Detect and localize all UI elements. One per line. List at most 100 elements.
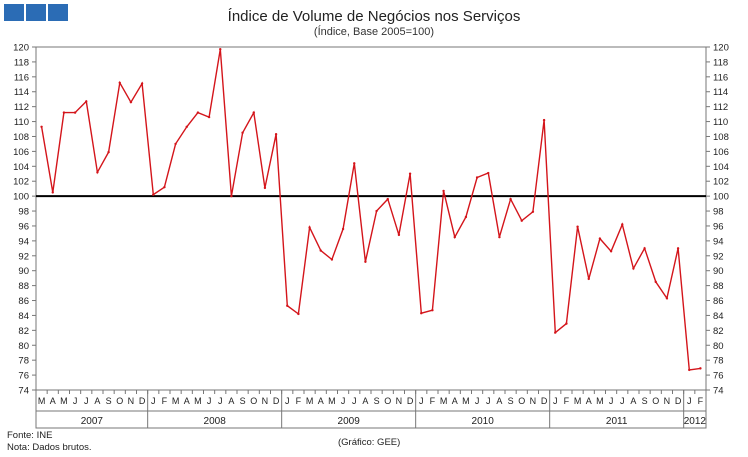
logo-square [4, 4, 24, 21]
data-point [453, 235, 456, 239]
data-point [464, 215, 468, 219]
y-tick-label-right: 92 [713, 251, 724, 262]
month-label: S [106, 396, 112, 406]
y-tick-label-left: 100 [13, 192, 29, 203]
y-tick-label-right: 120 [713, 43, 729, 54]
data-point [230, 194, 233, 198]
data-point [252, 111, 255, 114]
month-label: M [574, 396, 582, 406]
y-tick-label-right: 108 [713, 132, 729, 143]
month-label: J [218, 396, 223, 406]
data-point [509, 197, 512, 201]
month-label: J [207, 396, 212, 406]
year-label: 2012 [684, 416, 707, 427]
data-point [85, 100, 88, 103]
year-label: 2009 [338, 416, 361, 427]
y-tick-label-right: 76 [713, 371, 724, 382]
data-point [632, 267, 635, 270]
y-tick-label-left: 90 [18, 266, 29, 277]
month-label: S [240, 396, 246, 406]
y-tick-label-left: 120 [13, 43, 29, 54]
data-point [163, 185, 166, 189]
month-label: N [530, 396, 537, 406]
month-label: M [440, 396, 448, 406]
data-point [565, 322, 568, 325]
month-label: N [128, 396, 135, 406]
y-tick-label-right: 78 [713, 356, 724, 367]
month-label: J [486, 396, 491, 406]
month-label: F [698, 396, 704, 406]
month-label: S [508, 396, 514, 406]
year-label: 2007 [81, 416, 104, 427]
data-point [431, 309, 434, 312]
month-label: A [50, 396, 56, 406]
month-label: J [620, 396, 625, 406]
month-label: A [496, 396, 502, 406]
month-label: A [630, 396, 636, 406]
data-point [274, 133, 278, 136]
month-label: A [94, 396, 100, 406]
month-label: N [396, 396, 403, 406]
data-point [118, 81, 121, 84]
data-point [397, 233, 401, 237]
data-point [174, 142, 177, 146]
data-point [263, 186, 267, 190]
y-tick-label-right: 102 [713, 177, 729, 188]
month-label: M [596, 396, 604, 406]
data-point [420, 311, 423, 315]
data-point [297, 312, 300, 316]
month-label: J [341, 396, 346, 406]
month-label: O [116, 396, 123, 406]
month-label: O [250, 396, 257, 406]
data-point [598, 237, 602, 240]
data-point [319, 249, 322, 252]
chart-credit: (Gráfico: GEE) [338, 437, 401, 448]
data-point [308, 226, 311, 229]
data-point [699, 367, 702, 370]
data-point [51, 191, 54, 194]
y-tick-label-left: 78 [18, 356, 29, 367]
y-tick-label-right: 98 [713, 207, 724, 218]
year-label: 2008 [204, 416, 227, 427]
month-label: M [194, 396, 202, 406]
data-point [219, 48, 222, 51]
month-label: D [541, 396, 548, 406]
data-point [152, 193, 155, 196]
month-label: J [151, 396, 156, 406]
y-tick-label-left: 92 [18, 251, 29, 262]
data-point [665, 297, 669, 300]
data-point [576, 225, 579, 228]
data-point [330, 258, 334, 261]
data-point [129, 100, 133, 104]
y-tick-label-right: 116 [713, 72, 728, 83]
y-tick-label-left: 102 [13, 177, 29, 188]
y-tick-label-right: 94 [713, 236, 724, 247]
month-label: A [228, 396, 234, 406]
data-point [107, 150, 110, 154]
month-label: A [318, 396, 324, 406]
y-tick-label-left: 114 [14, 87, 29, 98]
month-label: D [675, 396, 682, 406]
month-label: J [352, 396, 357, 406]
month-label: F [162, 396, 168, 406]
data-point [531, 210, 535, 213]
data-point [408, 172, 412, 175]
data-point [96, 171, 99, 174]
data-point [286, 304, 289, 307]
y-tick-label-left: 84 [18, 311, 29, 322]
y-tick-label-right: 82 [713, 326, 724, 337]
month-label: M [38, 396, 46, 406]
y-tick-label-left: 74 [18, 386, 29, 397]
month-label: J [687, 396, 692, 406]
month-label: J [285, 396, 290, 406]
y-tick-label-left: 88 [18, 281, 29, 292]
y-tick-label-left: 94 [18, 236, 29, 247]
data-point [40, 125, 43, 128]
month-label: J [475, 396, 480, 406]
data-point [587, 277, 590, 281]
y-tick-label-right: 114 [713, 87, 728, 98]
series-line [40, 49, 701, 371]
data-point [654, 280, 657, 284]
month-label: M [306, 396, 314, 406]
